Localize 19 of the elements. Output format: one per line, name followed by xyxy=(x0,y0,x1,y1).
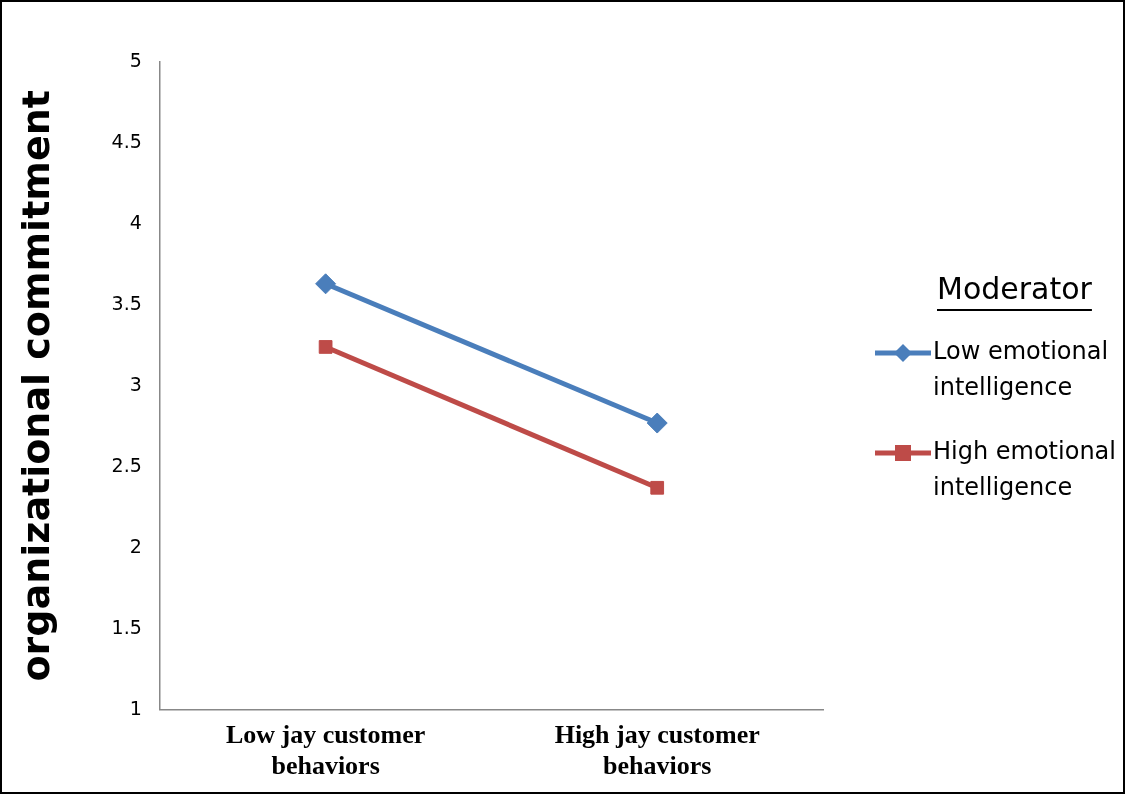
y-tick-label: 4 xyxy=(129,210,142,233)
legend-title: Moderator xyxy=(937,270,1093,306)
x-tick-label: High jay customer behaviors xyxy=(554,719,760,781)
point xyxy=(650,480,665,495)
point xyxy=(315,273,337,295)
point xyxy=(646,412,668,434)
y-tick-label: 3 xyxy=(129,372,142,395)
y-tick-label: 1.5 xyxy=(111,615,142,638)
y-tick-label: 1 xyxy=(129,696,142,719)
y-tick-label: 2 xyxy=(129,534,142,557)
y-tick-label: 5 xyxy=(129,48,142,71)
x-tick-label: Low jay customer behaviors xyxy=(225,719,426,781)
y-axis-title: organizational commitment xyxy=(13,90,58,682)
y-tick-label: 3.5 xyxy=(111,291,142,314)
legend-label: High emotional intelligence xyxy=(933,437,1116,502)
legend-label: Low emotional intelligence xyxy=(933,337,1109,402)
y-tick-label: 4.5 xyxy=(111,129,142,152)
y-tick-label: 2.5 xyxy=(111,453,142,476)
point xyxy=(318,340,333,354)
